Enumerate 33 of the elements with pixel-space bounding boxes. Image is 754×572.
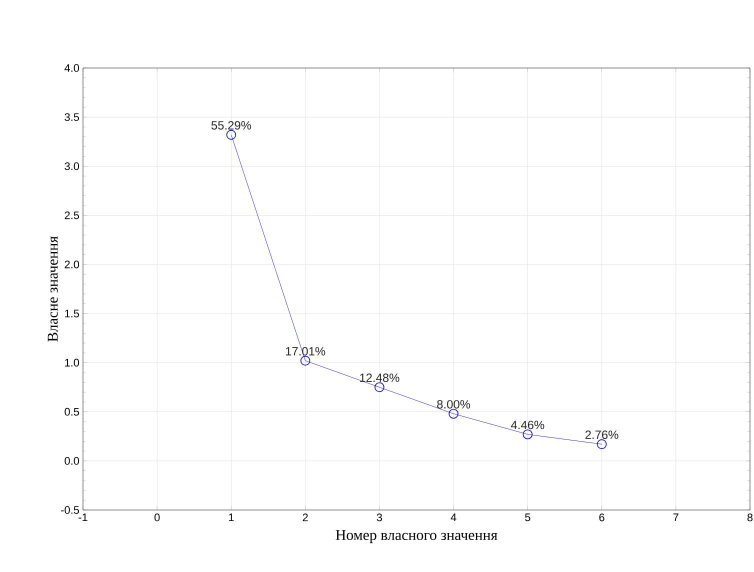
x-axis-title: Номер власного значення <box>336 530 498 544</box>
y-tick-label: 3.5 <box>64 113 80 121</box>
x-tick-label: 2 <box>302 514 308 522</box>
y-tick-label: 1.0 <box>65 358 80 367</box>
point <box>226 130 236 140</box>
y-axis-title: Власне значення <box>48 236 58 342</box>
y-tick-label: 2.5 <box>64 211 80 220</box>
y-tick-label: 2.0 <box>64 260 80 268</box>
x-tick-label: 5 <box>525 514 530 522</box>
x-tick-label: 7 <box>673 514 678 522</box>
x-tick-label: 1 <box>229 514 234 522</box>
y-tick-label: 0.5 <box>64 408 80 416</box>
annotation: 12.48% <box>360 374 400 382</box>
annotation: 2.76% <box>585 430 618 439</box>
annotation: 8.00% <box>437 400 470 409</box>
annotation: 4.46% <box>511 420 544 430</box>
x-tick-label: 3 <box>376 514 382 522</box>
x-tick-label: 8 <box>747 514 753 522</box>
point <box>596 439 607 450</box>
point <box>522 429 533 440</box>
point <box>374 382 384 392</box>
x-tick-label: 0 <box>154 514 160 522</box>
point <box>448 408 458 419</box>
point <box>300 356 310 366</box>
y-tick-label: 3.0 <box>64 162 80 170</box>
x-tick-label: 6 <box>599 514 604 522</box>
y-tick-label: -0.5 <box>61 506 80 514</box>
y-tick-label: 1.5 <box>65 310 80 318</box>
x-tick-label: 4 <box>450 514 456 522</box>
x-tick-label: -1 <box>78 514 88 522</box>
y-tick-label: 0.0 <box>64 457 80 465</box>
annotation: 55.29% <box>211 121 252 130</box>
y-tick-label: 4.0 <box>64 64 80 72</box>
